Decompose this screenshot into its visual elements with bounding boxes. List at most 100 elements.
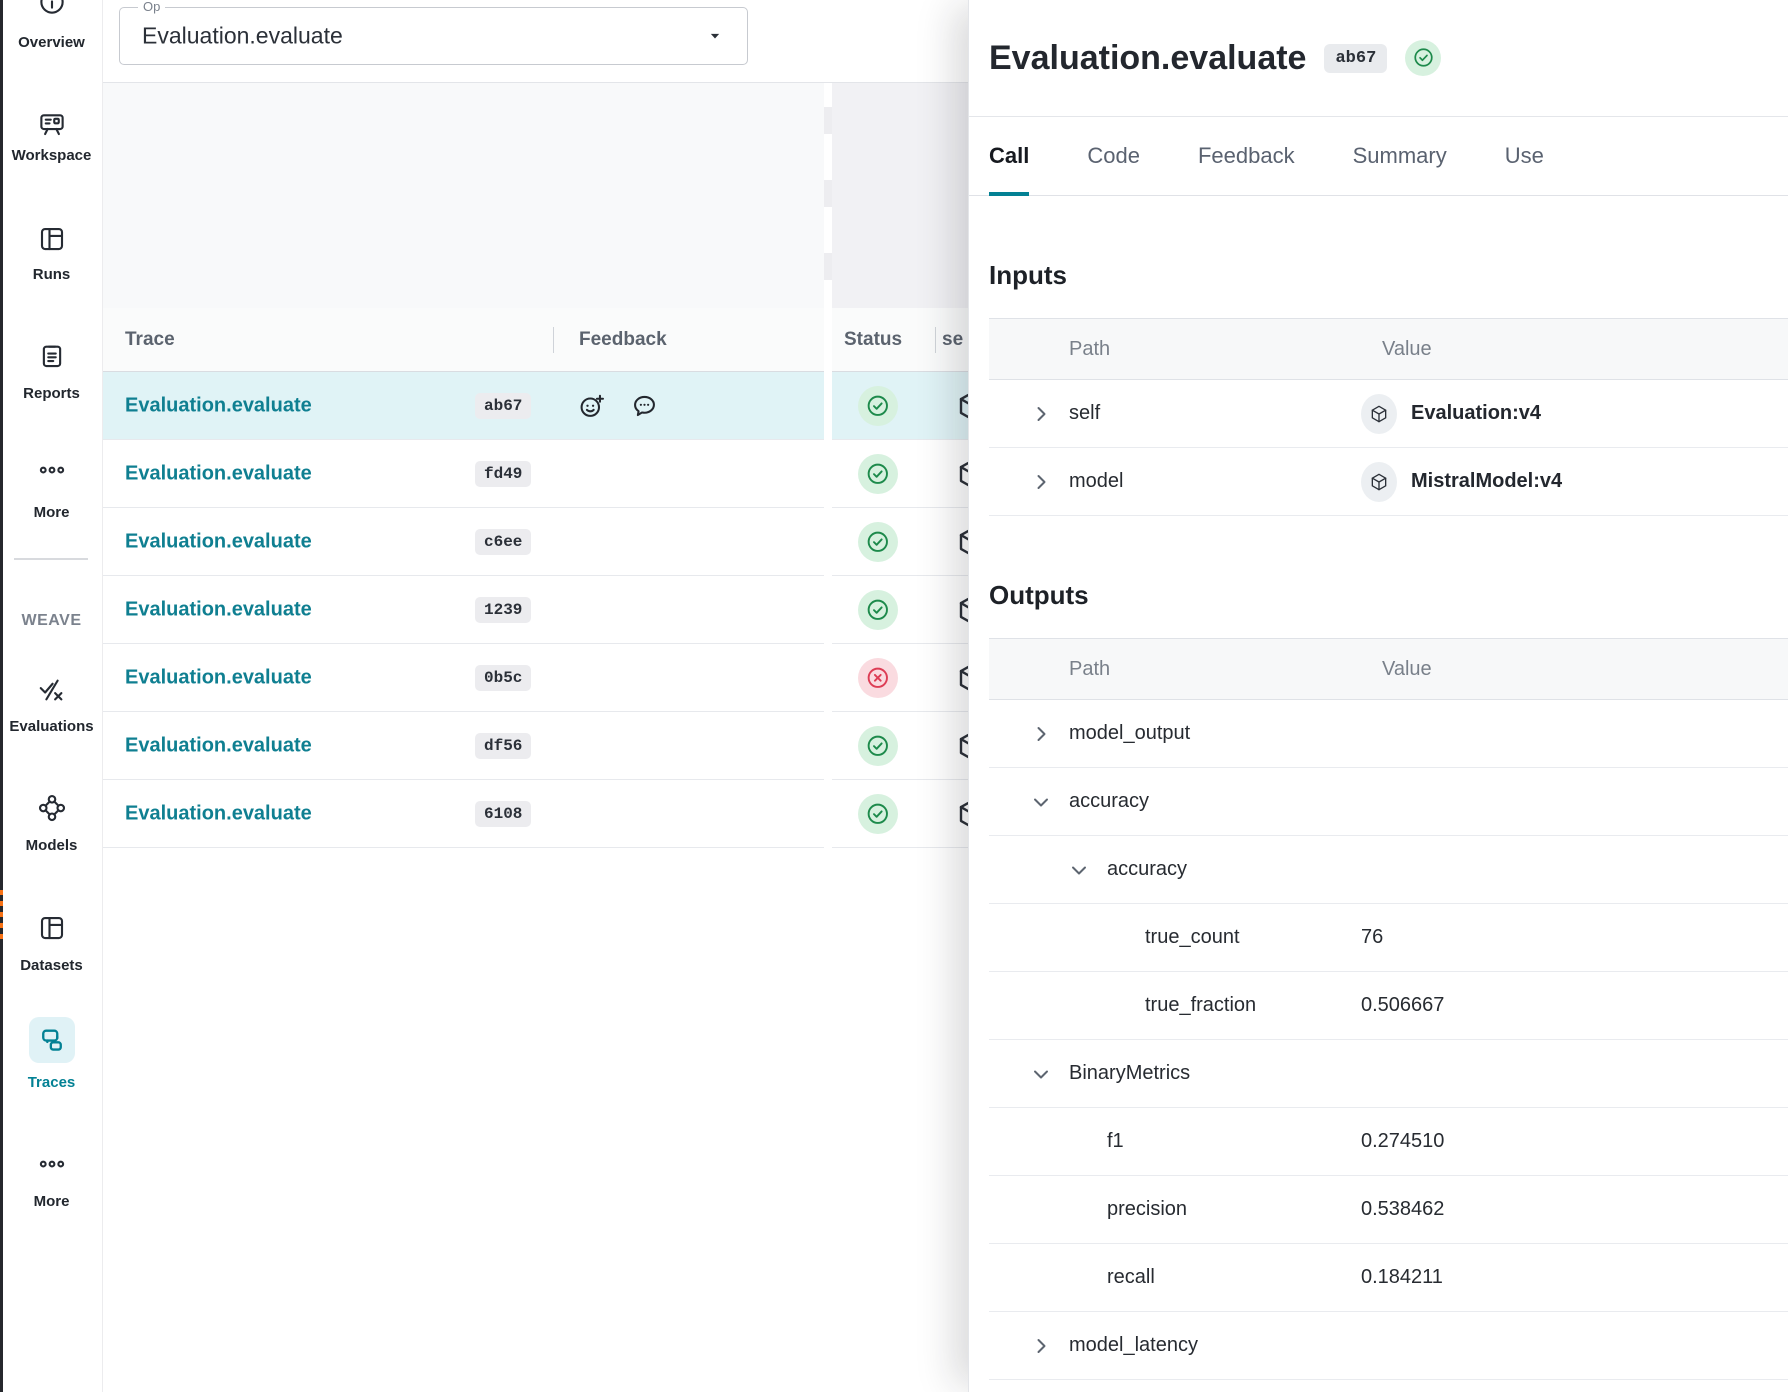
overview-icon [37, 0, 67, 17]
sidebar-item-datasets[interactable]: Datasets [0, 913, 103, 981]
kv-row: f1 0.274510 [989, 1108, 1788, 1176]
edge-marker [0, 890, 3, 944]
op-filter-select[interactable]: Op Evaluation.evaluate [119, 0, 748, 65]
path-column-header: Path [1069, 337, 1111, 360]
sidebar-divider [14, 558, 88, 560]
add-reaction-icon[interactable] [577, 391, 606, 420]
collapse-chevron-icon[interactable] [1029, 1062, 1053, 1086]
tab-summary[interactable]: Summary [1352, 143, 1447, 168]
sidebar-item-label: Datasets [20, 957, 83, 974]
toolbar-right-area [832, 83, 968, 308]
sidebar-item-more[interactable]: More [0, 1149, 103, 1217]
column-header-status: Status [844, 328, 903, 350]
sidebar-item-more[interactable]: More [0, 455, 103, 528]
kv-path: accuracy [1107, 858, 1188, 880]
trace-row[interactable]: Evaluation.evaluate ab67 [103, 372, 968, 440]
outputs-heading: Outputs [989, 580, 1089, 610]
tab-call[interactable]: Call [989, 117, 1030, 196]
column-divider [553, 327, 554, 353]
kv-value: 0.274510 [1361, 1130, 1445, 1152]
path-column-header: Path [1069, 657, 1111, 680]
sidebar-item-label: Runs [32, 266, 71, 283]
trace-op-link[interactable]: Evaluation.evaluate [125, 666, 312, 688]
call-id-chip: ab67 [1324, 43, 1388, 73]
trace-op-link[interactable]: Evaluation.evaluate [125, 462, 312, 484]
trace-op-link[interactable]: Evaluation.evaluate [125, 802, 312, 824]
sidebar-item-traces[interactable]: Traces [0, 1017, 103, 1098]
expand-chevron-icon[interactable] [1029, 470, 1053, 494]
expand-chevron-icon[interactable] [1029, 402, 1053, 426]
inputs-heading: Inputs [989, 260, 1067, 290]
kv-row[interactable]: model_output [989, 700, 1788, 768]
trace-row[interactable]: Evaluation.evaluate df56 [103, 712, 968, 780]
traces-main: Op Evaluation.evaluate Trace Feedback St… [103, 0, 968, 1392]
kv-table-header: Path Value [989, 318, 1788, 380]
call-detail-panel: Evaluation.evaluate ab67 Call Code Feedbac… [968, 0, 1788, 1392]
kv-row: recall 0.184211 [989, 1244, 1788, 1312]
object-ref-link[interactable]: MistralModel:v4 [1411, 470, 1563, 492]
kv-value: 0.506667 [1361, 994, 1445, 1016]
kv-row[interactable]: self Evaluation:v4 [989, 380, 1788, 448]
expand-chevron-icon[interactable] [1029, 1334, 1053, 1358]
object-icon [1361, 393, 1397, 434]
status-success-icon [858, 793, 898, 834]
kv-row[interactable]: BinaryMetrics [989, 1040, 1788, 1108]
sidebar-item-workspace[interactable]: Workspace [0, 109, 103, 171]
trace-row[interactable]: Evaluation.evaluate fd49 [103, 440, 968, 508]
trace-op-link[interactable]: Evaluation.evaluate [125, 394, 312, 416]
sidebar-item-label: More [33, 504, 70, 521]
trace-row[interactable]: Evaluation.evaluate 6108 [103, 780, 968, 848]
trace-id-chip: ab67 [475, 392, 532, 419]
sidebar-item-runs[interactable]: Runs [0, 224, 103, 290]
column-header-trace: Trace [125, 328, 175, 350]
status-success-icon [858, 521, 898, 562]
traces-icon [38, 1026, 66, 1054]
trace-id-chip: 0b5c [475, 664, 532, 691]
status-success-icon [858, 725, 898, 766]
object-icon [955, 728, 968, 764]
column-gap-divider[interactable] [824, 83, 832, 849]
trace-id-chip: df56 [475, 732, 532, 759]
trace-row[interactable]: Evaluation.evaluate 1239 [103, 576, 968, 644]
object-icon [955, 456, 968, 492]
collapse-chevron-icon[interactable] [1029, 790, 1053, 814]
tab-use[interactable]: Use [1504, 143, 1544, 168]
kv-value: 76 [1361, 926, 1384, 948]
kv-row: true_fraction 0.506667 [989, 972, 1788, 1040]
table-toolbar-area [103, 83, 968, 308]
trace-op-link[interactable]: Evaluation.evaluate [125, 598, 312, 620]
kv-row[interactable]: accuracy [989, 836, 1788, 904]
status-success-icon [1405, 40, 1442, 76]
sidebar-item-reports[interactable]: Reports [0, 341, 103, 409]
kv-value: MistralModel:v4 [1361, 461, 1563, 502]
kv-row[interactable]: model_latency [989, 1312, 1788, 1380]
kv-row[interactable]: accuracy [989, 768, 1788, 836]
collapse-chevron-icon[interactable] [1067, 858, 1091, 882]
sidebar-item-label: Workspace [11, 147, 92, 164]
tab-code[interactable]: Code [1087, 143, 1140, 168]
more-icon [37, 455, 67, 485]
trace-id-chip: 1239 [475, 596, 532, 623]
add-comment-icon[interactable] [630, 391, 659, 420]
trace-row[interactable]: Evaluation.evaluate c6ee [103, 508, 968, 576]
datasets-icon [37, 913, 67, 943]
object-ref-link[interactable]: Evaluation:v4 [1411, 402, 1542, 424]
sidebar-section-weave: WEAVE [21, 612, 82, 629]
trace-op-link[interactable]: Evaluation.evaluate [125, 530, 312, 552]
tab-feedback[interactable]: Feedback [1197, 143, 1295, 168]
sidebar-item-evaluations[interactable]: Evaluations [0, 675, 103, 742]
expand-chevron-icon[interactable] [1029, 722, 1053, 746]
object-icon [955, 592, 968, 628]
kv-row[interactable]: model MistralModel:v4 [989, 448, 1788, 516]
object-icon [1361, 461, 1397, 502]
more-icon [37, 1149, 67, 1179]
trace-id-chip: 6108 [475, 800, 532, 827]
object-icon [955, 388, 968, 424]
status-error-icon [858, 657, 898, 698]
sidebar-item-overview[interactable]: Overview [0, 0, 103, 58]
trace-row[interactable]: Evaluation.evaluate 0b5c [103, 644, 968, 712]
trace-op-link[interactable]: Evaluation.evaluate [125, 734, 312, 756]
inputs-table: Path Value self Evaluation:v4 model MistralMo… [989, 318, 1788, 516]
sidebar-item-models[interactable]: Models [0, 793, 103, 861]
window-edge [0, 0, 3, 1392]
